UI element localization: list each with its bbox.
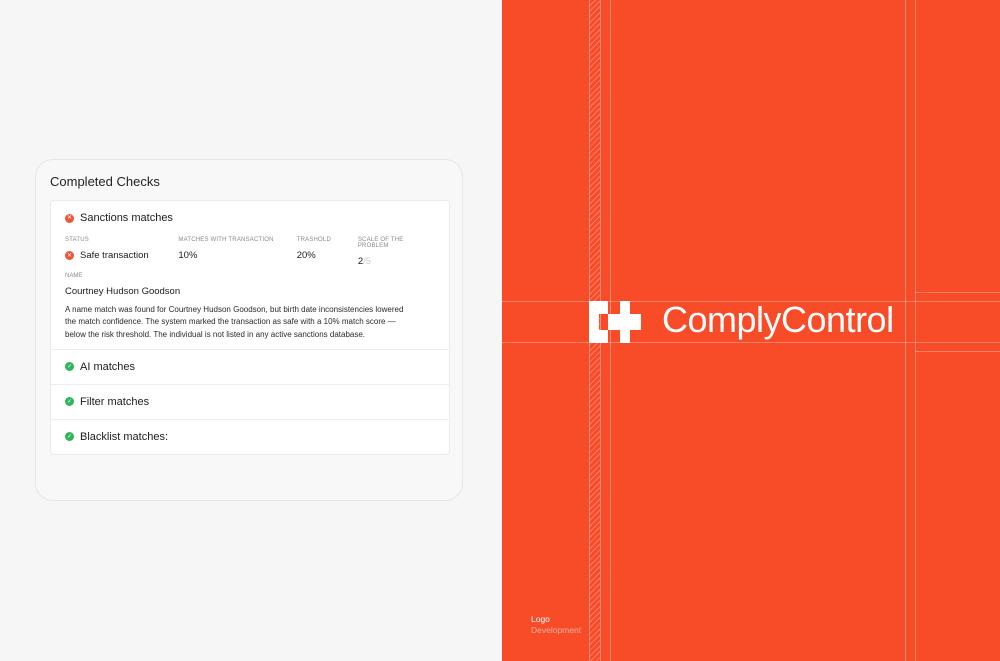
description: A name match was found for Courtney Huds… — [65, 305, 404, 339]
threshold-value: 20% — [296, 250, 316, 261]
brand-panel: ComplyControl Logo Development — [502, 0, 1000, 661]
guide-line — [915, 292, 1000, 293]
scale-column: SCALE OF THE PROBLEM 2/5 — [358, 237, 435, 267]
section-title: Sanctions matches — [80, 212, 173, 224]
completed-checks-panel: Completed Checks ✕ Sanctions matches STA… — [35, 159, 463, 501]
guide-line — [502, 342, 1000, 343]
check-circle-icon: ✓ — [65, 362, 74, 372]
scale-value: 2 — [357, 256, 364, 267]
brand-wordmark: ComplyControl — [662, 299, 894, 340]
status-label: STATUS — [65, 237, 89, 243]
caption-title: Logo — [531, 614, 550, 624]
check-label: AI matches — [80, 360, 136, 373]
panel-title: Completed Checks — [50, 174, 160, 189]
complycontrol-logo-mark-icon — [589, 301, 641, 343]
matches-value: 10% — [178, 250, 198, 261]
left-panel: Completed Checks ✕ Sanctions matches STA… — [35, 159, 463, 501]
status-value: Safe transaction — [80, 250, 149, 261]
check-filter-matches[interactable]: ✓ Filter matches — [51, 385, 449, 420]
checks-card: ✕ Sanctions matches STATUS ✕ Safe transac… — [50, 200, 450, 455]
check-label: Filter matches — [80, 395, 150, 408]
check-ai-matches[interactable]: ✓ AI matches — [51, 350, 449, 385]
matches-column: MATCHES WITH TRANSACTION 10% — [178, 237, 296, 267]
threshold-column: TRASHOLD 20% — [297, 237, 358, 267]
guide-line — [905, 0, 906, 661]
threshold-label: TRASHOLD — [296, 237, 331, 243]
check-circle-icon: ✓ — [65, 397, 74, 407]
matches-label: MATCHES WITH TRANSACTION — [178, 237, 274, 243]
guide-line — [610, 0, 611, 661]
x-circle-icon: ✕ — [65, 251, 74, 260]
name-label: NAME — [65, 273, 83, 279]
name-value: Courtney Hudson Goodson — [65, 286, 181, 297]
guide-line — [502, 301, 1000, 302]
caption-subtitle: Development — [531, 625, 582, 635]
x-circle-icon: ✕ — [65, 213, 74, 223]
guide-line — [915, 0, 916, 661]
guide-line — [915, 351, 1000, 352]
check-blacklist-matches[interactable]: ✓ Blacklist matches: — [51, 420, 449, 454]
check-circle-icon: ✓ — [65, 432, 74, 442]
scale-label: SCALE OF THE PROBLEM — [357, 237, 404, 249]
sanctions-section[interactable]: ✕ Sanctions matches STATUS ✕ Safe transac… — [51, 201, 449, 350]
check-label: Blacklist matches: — [80, 430, 169, 443]
scale-total: /5 — [363, 256, 372, 267]
status-column: STATUS ✕ Safe transaction — [65, 237, 178, 267]
